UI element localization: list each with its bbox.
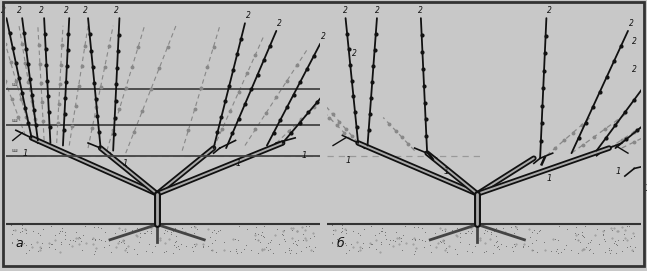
Text: 2: 2 [1,6,6,15]
Text: 1: 1 [302,151,307,160]
Text: 1: 1 [346,156,351,165]
Text: 2: 2 [353,49,357,58]
Text: 2: 2 [63,6,69,15]
Text: ш: ш [11,148,17,153]
Text: 2: 2 [419,6,423,15]
Text: б: б [336,237,344,250]
Text: 2: 2 [114,6,119,15]
Text: 2: 2 [321,31,326,41]
Text: 2: 2 [39,6,43,15]
Text: 1: 1 [644,184,647,193]
Text: 2: 2 [547,6,552,15]
Text: 2: 2 [632,65,637,74]
Text: 1: 1 [443,167,448,176]
Text: 1: 1 [123,159,128,168]
Text: ш: ш [11,82,17,87]
Text: 1: 1 [616,167,621,176]
Text: 2: 2 [277,19,282,28]
Text: 2: 2 [632,37,637,46]
Text: 2: 2 [17,6,21,15]
Text: a: a [16,237,23,250]
Text: 1: 1 [236,159,241,168]
Text: 2: 2 [246,11,250,20]
Text: 2: 2 [375,6,379,15]
Text: 1: 1 [23,149,28,158]
Text: 2: 2 [629,19,633,28]
Text: 2: 2 [343,6,348,15]
Text: ш: ш [11,118,17,122]
Text: 1: 1 [547,174,553,183]
Text: 2: 2 [82,6,87,15]
